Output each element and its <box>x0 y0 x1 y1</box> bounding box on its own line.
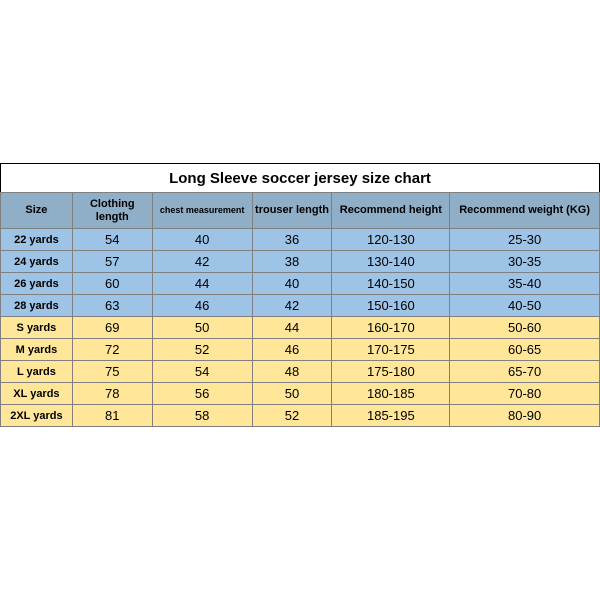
cell: 150-160 <box>332 295 450 317</box>
size-chart-table: Long Sleeve soccer jersey size chart Siz… <box>0 163 600 427</box>
cell: 60-65 <box>450 339 600 361</box>
header-row: Size Clothing length chest measurement t… <box>1 193 600 229</box>
col-trouser: trouser length <box>252 193 332 229</box>
table-row: M yards 72 52 46 170-175 60-65 <box>1 339 600 361</box>
cell: 54 <box>72 229 152 251</box>
title-row: Long Sleeve soccer jersey size chart <box>1 164 600 193</box>
cell: 30-35 <box>450 251 600 273</box>
table-row: 26 yards 60 44 40 140-150 35-40 <box>1 273 600 295</box>
cell: 2XL yards <box>1 405 73 427</box>
cell: 26 yards <box>1 273 73 295</box>
cell: 46 <box>252 339 332 361</box>
col-chest: chest measurement <box>152 193 252 229</box>
cell: 38 <box>252 251 332 273</box>
cell: 42 <box>252 295 332 317</box>
cell: 50-60 <box>450 317 600 339</box>
col-weight: Recommend weight (KG) <box>450 193 600 229</box>
cell: 75 <box>72 361 152 383</box>
cell: 170-175 <box>332 339 450 361</box>
cell: 58 <box>152 405 252 427</box>
cell: 44 <box>252 317 332 339</box>
cell: 60 <box>72 273 152 295</box>
cell: 50 <box>252 383 332 405</box>
table-row: 2XL yards 81 58 52 185-195 80-90 <box>1 405 600 427</box>
cell: 44 <box>152 273 252 295</box>
table-title: Long Sleeve soccer jersey size chart <box>1 164 600 193</box>
cell: 57 <box>72 251 152 273</box>
cell: 56 <box>152 383 252 405</box>
col-height: Recommend height <box>332 193 450 229</box>
cell: 24 yards <box>1 251 73 273</box>
cell: 25-30 <box>450 229 600 251</box>
cell: 42 <box>152 251 252 273</box>
cell: L yards <box>1 361 73 383</box>
cell: 54 <box>152 361 252 383</box>
cell: 72 <box>72 339 152 361</box>
cell: 40 <box>152 229 252 251</box>
cell: 52 <box>152 339 252 361</box>
cell: 35-40 <box>450 273 600 295</box>
cell: 52 <box>252 405 332 427</box>
cell: 160-170 <box>332 317 450 339</box>
table-row: 28 yards 63 46 42 150-160 40-50 <box>1 295 600 317</box>
cell: 175-180 <box>332 361 450 383</box>
cell: 46 <box>152 295 252 317</box>
cell: 28 yards <box>1 295 73 317</box>
table-row: XL yards 78 56 50 180-185 70-80 <box>1 383 600 405</box>
cell: 78 <box>72 383 152 405</box>
cell: 120-130 <box>332 229 450 251</box>
cell: 48 <box>252 361 332 383</box>
cell: 50 <box>152 317 252 339</box>
cell: 65-70 <box>450 361 600 383</box>
cell: 70-80 <box>450 383 600 405</box>
cell: 40-50 <box>450 295 600 317</box>
cell: S yards <box>1 317 73 339</box>
cell: XL yards <box>1 383 73 405</box>
cell: M yards <box>1 339 73 361</box>
col-clothing: Clothing length <box>72 193 152 229</box>
cell: 140-150 <box>332 273 450 295</box>
cell: 130-140 <box>332 251 450 273</box>
col-size: Size <box>1 193 73 229</box>
table-row: 22 yards 54 40 36 120-130 25-30 <box>1 229 600 251</box>
cell: 22 yards <box>1 229 73 251</box>
cell: 36 <box>252 229 332 251</box>
cell: 40 <box>252 273 332 295</box>
table-row: S yards 69 50 44 160-170 50-60 <box>1 317 600 339</box>
cell: 81 <box>72 405 152 427</box>
cell: 69 <box>72 317 152 339</box>
cell: 63 <box>72 295 152 317</box>
cell: 185-195 <box>332 405 450 427</box>
table-row: 24 yards 57 42 38 130-140 30-35 <box>1 251 600 273</box>
cell: 80-90 <box>450 405 600 427</box>
cell: 180-185 <box>332 383 450 405</box>
table-row: L yards 75 54 48 175-180 65-70 <box>1 361 600 383</box>
